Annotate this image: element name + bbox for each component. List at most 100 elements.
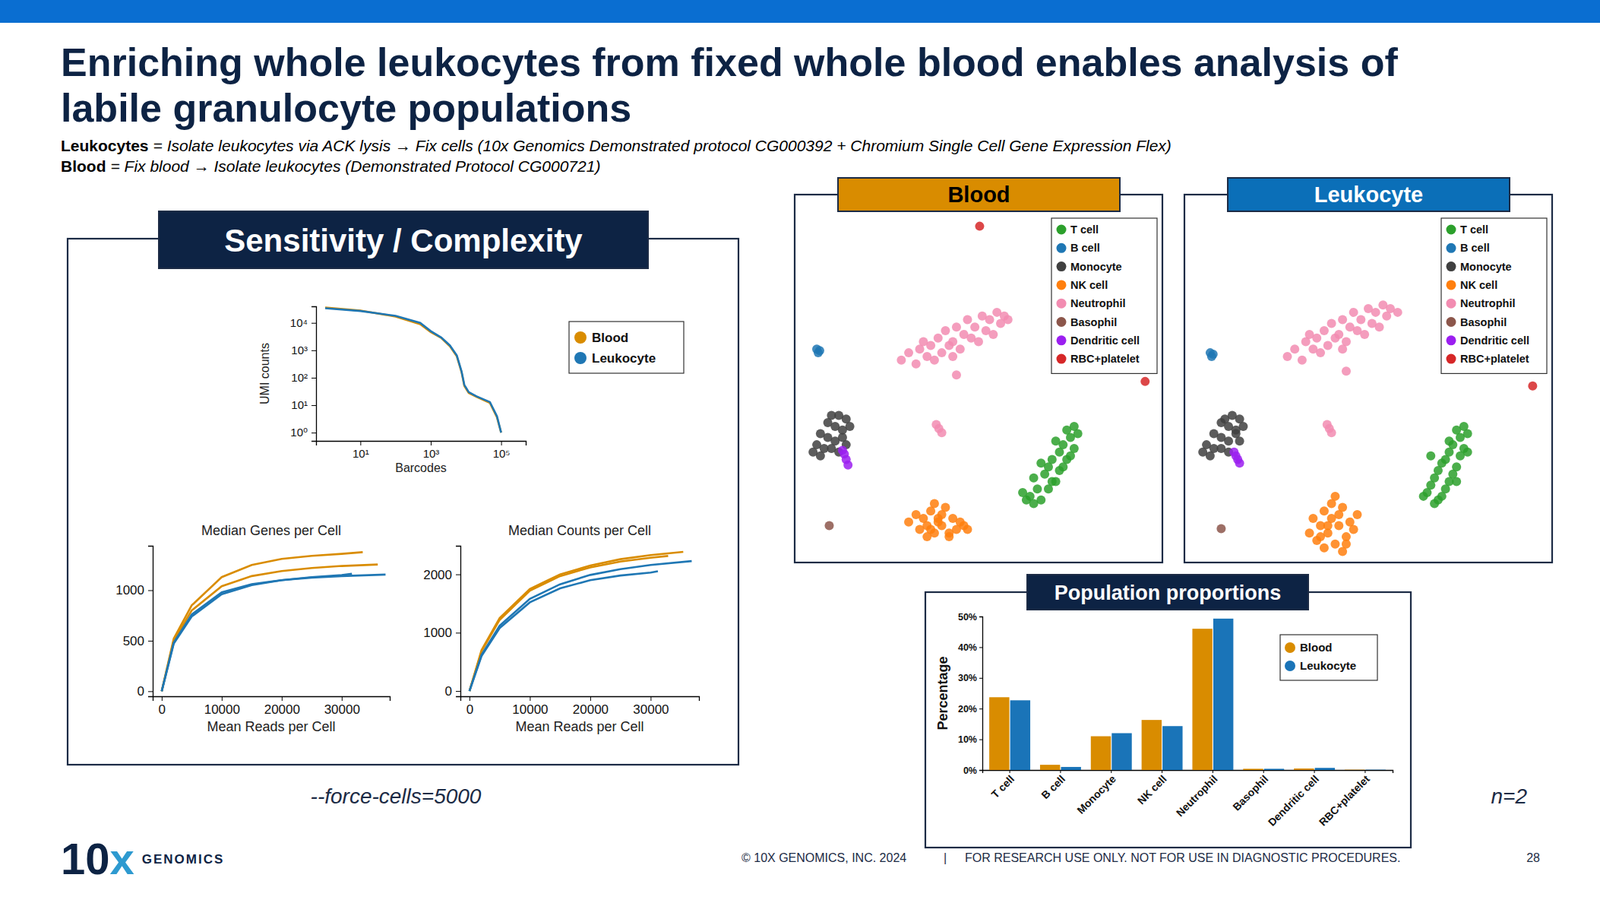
legend-marker: [1056, 354, 1067, 364]
point: [1327, 427, 1337, 437]
tick-mark: [979, 646, 983, 648]
point: [1054, 447, 1064, 457]
tick-mark: [979, 708, 983, 709]
tick-mark: [455, 632, 461, 633]
tick-mark: [360, 440, 361, 446]
point: [940, 325, 950, 336]
tick-label: 20000: [572, 701, 609, 717]
tick: 10¹: [352, 440, 370, 460]
point: [962, 524, 972, 534]
legend-box: [569, 321, 684, 374]
point: [1419, 491, 1429, 501]
bar: [989, 696, 1009, 770]
legend-marker: [1284, 660, 1296, 671]
tick: Neutrophil: [1173, 769, 1221, 819]
tick: 30000: [632, 695, 669, 717]
tick-label: Neutrophil: [1173, 771, 1221, 819]
panel-frame: [794, 194, 1163, 563]
point: [948, 351, 958, 361]
tick: 0: [158, 695, 166, 717]
x-axis-title: Mean Reads per Cell: [206, 718, 336, 734]
panel-header: [837, 177, 1120, 212]
point: [1207, 351, 1217, 361]
chart-title: Median Genes per Cell: [201, 522, 342, 538]
tick: 0: [445, 683, 461, 699]
tick-label: 1000: [115, 582, 145, 598]
bar: [1192, 628, 1212, 770]
axis-line: [983, 770, 1394, 774]
tick-label: 500: [123, 633, 145, 649]
legend-marker: [1056, 224, 1067, 235]
definition-text: = Isolate leukocytes via ACK lysis → Fix…: [153, 136, 1172, 155]
legend-box: [1051, 218, 1158, 374]
point: [1323, 340, 1333, 350]
tick-label: 10³: [290, 343, 308, 357]
legend-label: B cell: [1070, 241, 1101, 254]
legend-label: Basophil: [1070, 316, 1117, 329]
tick: 10000: [512, 695, 548, 717]
point: [1065, 451, 1076, 461]
legend-label: Monocyte: [1460, 260, 1512, 273]
point: [955, 344, 965, 354]
point: [962, 315, 972, 325]
point: [1451, 425, 1461, 435]
panel-header-text: Sensitivity / Complexity: [224, 222, 583, 259]
slide-title: labile granulocyte populations: [60, 85, 632, 130]
axis-line: [311, 306, 317, 442]
legend: T cellB cellMonocyteNK cellNeutrophilBas…: [1051, 218, 1158, 374]
axis: 0%10%20%30%40%50%: [958, 611, 984, 776]
tick: 40%: [958, 641, 983, 653]
tick-label: 2000: [423, 567, 453, 582]
point: [985, 315, 995, 325]
tick: NK cell: [1135, 769, 1170, 807]
legend-label: RBC+platelet: [1070, 352, 1140, 365]
bar: [1242, 768, 1263, 770]
bar: [1264, 768, 1284, 770]
point: [1334, 521, 1344, 531]
legend-marker: [574, 351, 587, 364]
tick-mark: [455, 690, 461, 692]
point: [1393, 307, 1403, 317]
tick-mark: [148, 589, 153, 591]
point: [937, 347, 947, 358]
definition-text: = Fix blood → Isolate leukocytes (Demons…: [110, 157, 601, 175]
point: [1371, 307, 1381, 317]
point: [926, 524, 936, 534]
tick-mark: [311, 404, 317, 406]
point: [1341, 366, 1351, 376]
point: [929, 355, 940, 365]
tick: Basophil: [1230, 769, 1271, 813]
tick-label: 10¹: [290, 398, 308, 412]
axis: 010002000: [423, 546, 461, 699]
legend: BloodLeukocyte: [569, 321, 684, 374]
slide-title: Enriching whole leukocytes from fixed wh…: [60, 40, 1398, 85]
point: [1216, 523, 1226, 533]
point: [1229, 447, 1239, 457]
legend-label: T cell: [1460, 223, 1489, 236]
point: [1140, 376, 1150, 386]
axis-line: [316, 441, 527, 446]
tick: 20000: [572, 695, 609, 717]
point: [1323, 521, 1333, 531]
tick-mark: [148, 640, 153, 642]
logo-word: GENOMICS: [142, 851, 225, 867]
tick: B cell: [1038, 769, 1068, 801]
point: [1029, 473, 1039, 483]
tick: 10⁰: [290, 425, 317, 439]
tick-label: 20%: [958, 703, 978, 715]
tick-mark: [311, 377, 317, 379]
tick-mark: [311, 322, 317, 324]
axis: 05001000: [115, 546, 153, 699]
legend-marker: [1056, 335, 1067, 345]
point: [1051, 477, 1061, 487]
tick-mark: [979, 769, 983, 771]
series-line: [161, 551, 364, 691]
tick-label: Monocyte: [1074, 771, 1119, 816]
bar: [1213, 618, 1234, 770]
legend-label: T cell: [1070, 223, 1099, 236]
legend: T cellB cellMonocyteNK cellNeutrophilBas…: [1441, 218, 1547, 374]
legend: BloodLeukocyte: [1280, 634, 1378, 680]
bar: [1060, 766, 1081, 770]
footer-text: FOR RESEARCH USE ONLY. NOT FOR USE IN DI…: [964, 850, 1401, 864]
axis: 10¹10³10⁵: [316, 440, 527, 460]
